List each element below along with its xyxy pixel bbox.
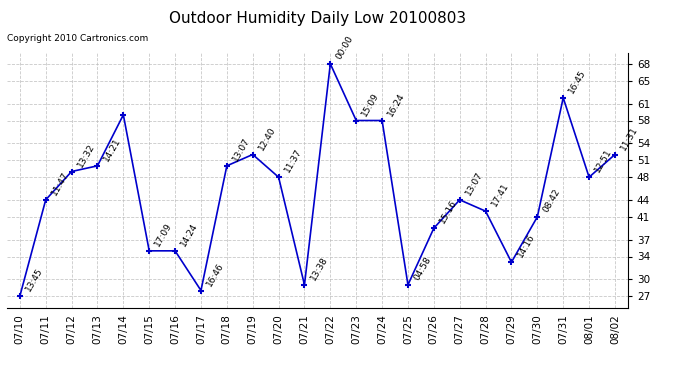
Text: 17:41: 17:41 bbox=[490, 182, 511, 209]
Text: 16:46: 16:46 bbox=[205, 261, 226, 288]
Text: 11:37: 11:37 bbox=[283, 147, 304, 174]
Text: 12:40: 12:40 bbox=[257, 125, 277, 152]
Text: 00:00: 00:00 bbox=[335, 34, 355, 61]
Text: 13:32: 13:32 bbox=[76, 142, 97, 169]
Text: 13:45: 13:45 bbox=[24, 267, 45, 293]
Text: 11:31: 11:31 bbox=[619, 125, 640, 152]
Text: 12:51: 12:51 bbox=[593, 148, 614, 174]
Text: 14:24: 14:24 bbox=[179, 222, 200, 248]
Text: 17:09: 17:09 bbox=[153, 221, 174, 248]
Text: 13:07: 13:07 bbox=[231, 136, 252, 163]
Text: 15:09: 15:09 bbox=[360, 91, 381, 118]
Text: 16:45: 16:45 bbox=[567, 68, 588, 95]
Text: 11:47: 11:47 bbox=[50, 170, 70, 197]
Text: 16:24: 16:24 bbox=[386, 91, 407, 118]
Text: 13:07: 13:07 bbox=[464, 170, 484, 197]
Text: Copyright 2010 Cartronics.com: Copyright 2010 Cartronics.com bbox=[7, 34, 148, 43]
Text: 13:38: 13:38 bbox=[308, 255, 329, 282]
Text: 15:16: 15:16 bbox=[438, 198, 459, 225]
Text: 14:21: 14:21 bbox=[101, 136, 122, 163]
Text: 04:58: 04:58 bbox=[412, 255, 433, 282]
Text: Outdoor Humidity Daily Low 20100803: Outdoor Humidity Daily Low 20100803 bbox=[169, 11, 466, 26]
Text: 08:42: 08:42 bbox=[542, 188, 562, 214]
Text: 14:16: 14:16 bbox=[515, 232, 536, 260]
